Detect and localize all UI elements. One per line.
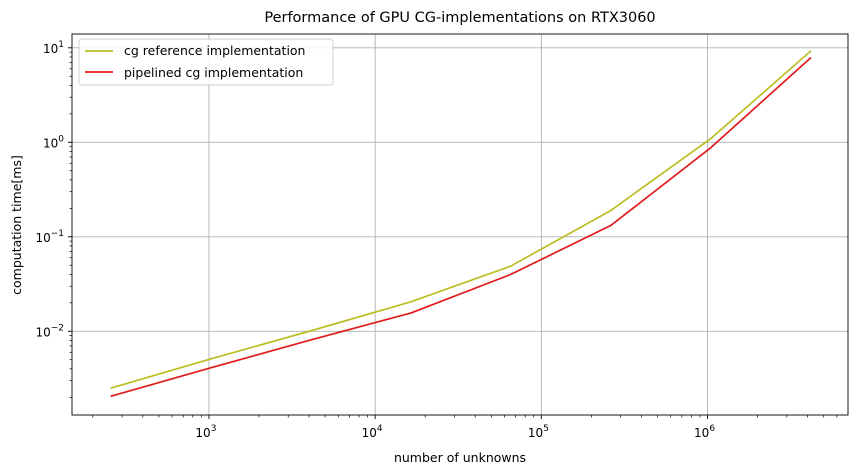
series-lines <box>110 50 812 398</box>
x-tick-label: 104 <box>362 424 383 440</box>
x-tick-label: 106 <box>694 424 715 440</box>
x-tick-label: 105 <box>528 424 549 440</box>
grid <box>72 34 848 415</box>
legend-label-reference: cg reference implementation <box>124 43 305 58</box>
series-line-pipelined <box>110 56 812 398</box>
y-tick-label: 101 <box>43 40 64 56</box>
legend: cg reference implementation pipelined cg… <box>78 38 334 86</box>
legend-box <box>78 38 334 86</box>
y-axis-label: computation time[ms] <box>9 155 24 295</box>
y-tick-label: 10−1 <box>35 229 64 245</box>
x-tick-label: 103 <box>195 424 216 440</box>
y-tick-label: 100 <box>43 134 64 150</box>
x-axis-label: number of unknowns <box>394 450 526 465</box>
plot-frame <box>71 33 849 416</box>
series-line-reference <box>110 50 812 389</box>
y-tick-label: 10−2 <box>35 323 64 339</box>
legend-label-pipelined: pipelined cg implementation <box>124 65 303 80</box>
chart-title: Performance of GPU CG-implementations on… <box>264 10 655 26</box>
axis-ticks: 103 104 105 106 10−2 10−1 100 101 <box>35 40 838 440</box>
